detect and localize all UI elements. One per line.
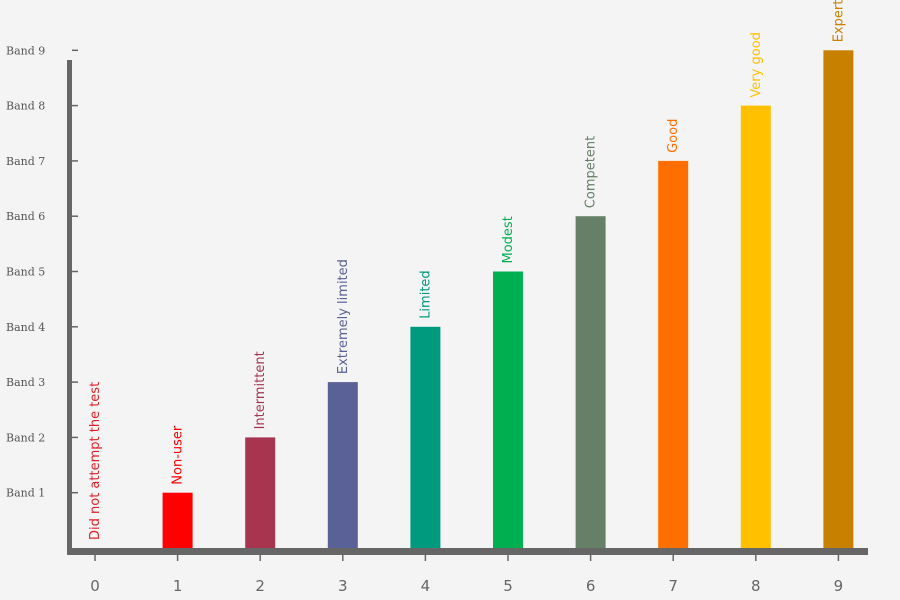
bar	[245, 437, 276, 548]
bar-label: Did not attempt the test	[88, 382, 103, 540]
bar-label: Very good	[749, 32, 764, 97]
x-tick-label: 4	[421, 577, 431, 595]
x-tick-label: 5	[503, 577, 513, 595]
x-tick-label: 7	[668, 577, 678, 595]
x-axis-ticks: 0 1 2 3 4 5 6 7 8 9	[90, 555, 843, 595]
y-tick-label: Band 1	[6, 487, 45, 500]
y-tick-label: Band 5	[6, 266, 45, 279]
bar-labels-group: Did not attempt the test Non-user Intermit…	[88, 0, 846, 540]
x-tick-label: 3	[338, 577, 348, 595]
bar-label: Good	[666, 119, 681, 153]
bar	[658, 160, 689, 548]
y-axis-ticks: Band 1 Band 2 Band 3 Band 4 Band 5 Band 6 Band…	[6, 44, 78, 500]
y-tick-label: Band 7	[6, 155, 45, 168]
bar-label: Intermittent	[253, 351, 268, 429]
x-tick-label: 9	[834, 577, 844, 595]
bar	[327, 382, 358, 548]
bars-group	[162, 50, 854, 549]
y-tick-label: Band 3	[6, 376, 45, 389]
bar	[823, 50, 854, 549]
x-tick-label: 8	[751, 577, 761, 595]
x-axis-line	[67, 548, 868, 555]
bar	[493, 271, 523, 548]
y-tick-label: Band 8	[6, 100, 45, 113]
bar-label: Non-user	[171, 425, 186, 485]
x-tick-label: 6	[586, 577, 596, 595]
y-tick-label: Band 2	[6, 431, 45, 444]
x-tick-label: 0	[90, 577, 100, 595]
bar	[575, 216, 606, 548]
bar-label: Extremely limited	[336, 259, 351, 374]
bar	[410, 326, 441, 548]
y-tick-label: Band 9	[6, 44, 45, 57]
bar	[740, 105, 771, 548]
y-tick-label: Band 4	[6, 321, 45, 334]
y-axis-line	[67, 60, 72, 555]
y-tick-label: Band 6	[6, 210, 45, 223]
bar-label: Competent	[584, 136, 599, 208]
bar-label: Expert	[831, 0, 846, 42]
x-tick-label: 1	[173, 577, 183, 595]
bar-label: Modest	[501, 216, 516, 263]
bar-label: Limited	[418, 270, 433, 318]
x-tick-label: 2	[255, 577, 265, 595]
bar	[162, 492, 193, 548]
